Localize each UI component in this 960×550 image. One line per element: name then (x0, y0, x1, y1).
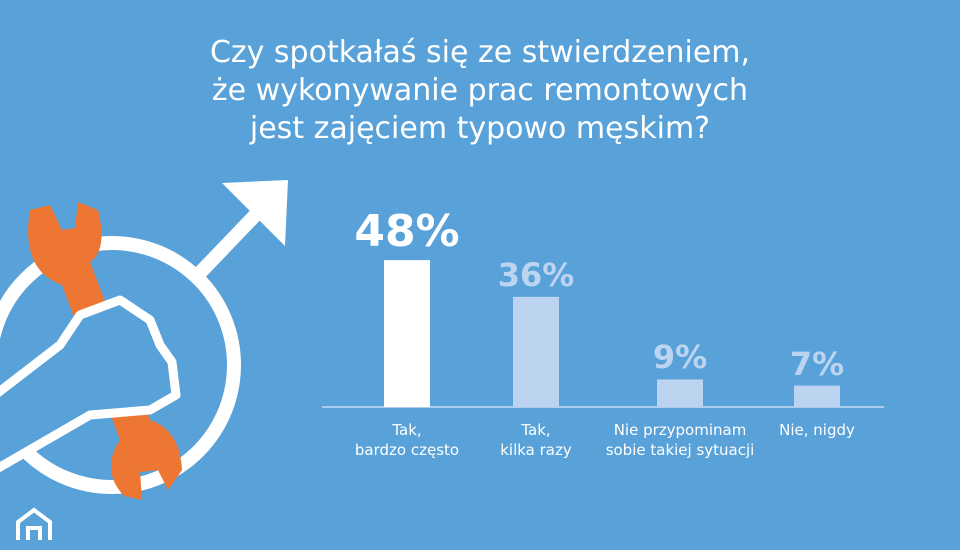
bar (384, 260, 430, 407)
fist (0, 295, 181, 473)
value-label: 36% (497, 255, 575, 294)
chart-title: Czy spotkałaś się ze stwierdzeniem, że w… (209, 35, 751, 146)
x-tick-label: Nie przypominam sobie takiej sytuacji (605, 421, 755, 459)
bar (657, 379, 703, 407)
value-label: 9% (652, 338, 708, 377)
x-tick-label: Tak, kilka razy (500, 421, 572, 459)
x-tick-label: Tak, bardzo często (354, 421, 460, 459)
value-label: 7% (789, 344, 845, 383)
value-label: 48% (354, 206, 460, 258)
x-tick-label: Nie, nigdy (779, 421, 855, 439)
decoration (0, 180, 288, 494)
bar (513, 296, 559, 407)
bar (794, 385, 840, 407)
logo (16, 507, 52, 540)
